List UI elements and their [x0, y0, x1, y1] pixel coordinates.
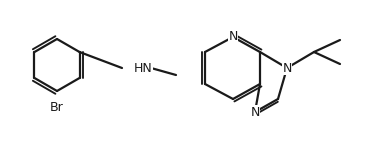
Text: N: N	[282, 61, 292, 74]
Text: N: N	[250, 105, 260, 118]
Text: HN: HN	[134, 61, 152, 74]
Text: N: N	[228, 30, 238, 44]
Text: Br: Br	[50, 101, 64, 114]
